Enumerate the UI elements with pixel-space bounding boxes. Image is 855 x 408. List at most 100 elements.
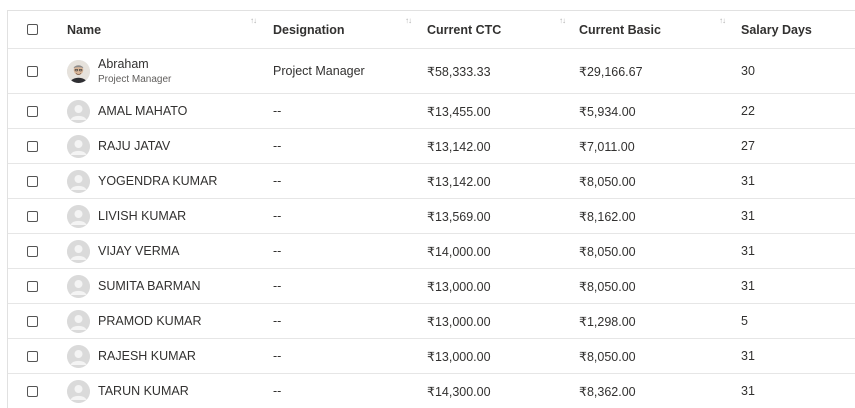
current-ctc-cell: ₹13,142.00 <box>427 139 491 154</box>
table-row[interactable]: SUMITA BARMAN -- ₹13,000.00 ₹8,050.00 31 <box>8 269 855 304</box>
table-row[interactable]: PRAMOD KUMAR -- ₹13,000.00 ₹1,298.00 5 <box>8 304 855 339</box>
employee-name[interactable]: LIVISH KUMAR <box>98 209 187 223</box>
designation-cell: -- <box>273 104 282 118</box>
row-checkbox[interactable] <box>26 385 38 397</box>
row-checkbox[interactable] <box>26 140 38 152</box>
table-row[interactable]: RAJU JATAV -- ₹13,142.00 ₹7,011.00 27 <box>8 129 855 164</box>
current-ctc-cell: ₹13,000.00 <box>427 349 491 364</box>
designation-cell: -- <box>273 139 282 153</box>
employee-name-cell[interactable]: TARUN KUMAR <box>67 374 267 408</box>
employee-name-cell[interactable]: SUMITA BARMAN <box>67 269 267 303</box>
column-header-ctc[interactable]: Current CTC ↑↓ <box>427 11 567 48</box>
column-header-ctc-label: Current CTC <box>427 22 502 37</box>
current-basic-cell: ₹7,011.00 <box>579 139 635 154</box>
employee-name-cell[interactable]: RAJESH KUMAR <box>67 339 267 373</box>
salary-days-cell: 31 <box>741 384 755 398</box>
sort-arrows-icon[interactable]: ↑↓ <box>405 16 412 25</box>
salary-days-cell: 31 <box>741 349 755 363</box>
avatar <box>67 344 90 368</box>
employee-name-cell[interactable]: YOGENDRA KUMAR <box>67 164 267 198</box>
table-header-row: Name ↑↓ Designation ↑↓ Current CTC ↑↓ Cu… <box>8 11 855 49</box>
row-checkbox[interactable] <box>26 350 38 362</box>
row-checkbox[interactable] <box>26 105 38 117</box>
employee-name[interactable]: SUMITA BARMAN <box>98 279 201 293</box>
avatar <box>67 309 90 333</box>
user-placeholder-icon <box>67 99 90 123</box>
user-placeholder-icon <box>67 169 90 193</box>
employee-name-cell[interactable]: LIVISH KUMAR <box>67 199 267 233</box>
row-select-cell <box>8 269 56 303</box>
employee-name[interactable]: PRAMOD KUMAR <box>98 314 202 328</box>
employee-name-cell[interactable]: PRAMOD KUMAR <box>67 304 267 338</box>
employee-name-cell[interactable]: Abraham Project Manager <box>67 49 267 93</box>
employee-name-cell[interactable]: VIJAY VERMA <box>67 234 267 268</box>
employee-name[interactable]: Abraham <box>98 57 149 71</box>
designation-cell: -- <box>273 209 282 223</box>
current-basic-cell: ₹8,050.00 <box>579 244 636 259</box>
table-row[interactable]: Abraham Project Manager Project Manager … <box>8 49 855 94</box>
current-basic-cell: ₹5,934.00 <box>579 104 636 119</box>
avatar <box>67 169 90 193</box>
employee-name-cell[interactable]: RAJU JATAV <box>67 129 267 163</box>
employee-name-cell[interactable]: AMAL MAHATO <box>67 94 267 128</box>
row-checkbox[interactable] <box>26 210 38 222</box>
user-placeholder-icon <box>67 344 90 368</box>
current-basic-cell: ₹8,050.00 <box>579 349 636 364</box>
row-select-cell <box>8 49 56 93</box>
employee-name[interactable]: TARUN KUMAR <box>98 384 189 398</box>
column-header-name-label: Name <box>67 22 102 37</box>
sort-arrows-icon[interactable]: ↑↓ <box>719 16 726 25</box>
avatar <box>67 239 90 263</box>
row-checkbox[interactable] <box>26 280 38 292</box>
row-select-cell <box>8 199 56 233</box>
current-basic-cell: ₹29,166.67 <box>579 64 643 79</box>
user-placeholder-icon <box>67 134 90 158</box>
name-stack: Abraham Project Manager <box>98 57 171 85</box>
column-header-name[interactable]: Name ↑↓ <box>67 11 267 48</box>
current-ctc-cell: ₹14,000.00 <box>427 244 491 259</box>
name-stack: RAJESH KUMAR <box>98 349 196 363</box>
salary-days-cell: 31 <box>741 279 755 293</box>
row-select-cell <box>8 164 56 198</box>
current-ctc-cell: ₹13,569.00 <box>427 209 491 224</box>
designation-cell: -- <box>273 279 282 293</box>
employee-name[interactable]: RAJESH KUMAR <box>98 349 196 363</box>
current-ctc-cell: ₹13,455.00 <box>427 104 491 119</box>
row-select-cell <box>8 94 56 128</box>
row-select-cell <box>8 304 56 338</box>
employee-name[interactable]: AMAL MAHATO <box>98 104 188 118</box>
salary-days-cell: 31 <box>741 209 755 223</box>
row-checkbox[interactable] <box>26 245 38 257</box>
row-checkbox[interactable] <box>26 315 38 327</box>
name-stack: SUMITA BARMAN <box>98 279 201 293</box>
sort-arrows-icon[interactable]: ↑↓ <box>559 16 566 25</box>
table-row[interactable]: YOGENDRA KUMAR -- ₹13,142.00 ₹8,050.00 3… <box>8 164 855 199</box>
name-stack: VIJAY VERMA <box>98 244 180 258</box>
row-checkbox[interactable] <box>26 65 38 77</box>
table-row[interactable]: AMAL MAHATO -- ₹13,455.00 ₹5,934.00 22 <box>8 94 855 129</box>
row-checkbox[interactable] <box>26 175 38 187</box>
employee-name[interactable]: RAJU JATAV <box>98 139 171 153</box>
column-header-designation[interactable]: Designation ↑↓ <box>273 11 423 48</box>
sort-arrows-icon[interactable]: ↑↓ <box>250 16 257 25</box>
table-row[interactable]: TARUN KUMAR -- ₹14,300.00 ₹8,362.00 31 <box>8 374 855 408</box>
employee-name[interactable]: VIJAY VERMA <box>98 244 180 258</box>
current-ctc-cell: ₹13,142.00 <box>427 174 491 189</box>
name-stack: RAJU JATAV <box>98 139 170 153</box>
table-row[interactable]: LIVISH KUMAR -- ₹13,569.00 ₹8,162.00 31 <box>8 199 855 234</box>
column-header-days[interactable]: Salary Days <box>741 11 851 48</box>
salary-days-cell: 31 <box>741 244 755 258</box>
salary-days-cell: 22 <box>741 104 755 118</box>
salary-days-cell: 27 <box>741 139 755 153</box>
salary-days-cell: 31 <box>741 174 755 188</box>
employee-subtitle: Project Manager <box>98 74 172 85</box>
table-row[interactable]: RAJESH KUMAR -- ₹13,000.00 ₹8,050.00 31 <box>8 339 855 374</box>
avatar <box>67 274 90 298</box>
select-all-checkbox[interactable] <box>26 24 38 35</box>
current-basic-cell: ₹1,298.00 <box>579 314 636 329</box>
column-header-basic-label: Current Basic <box>579 22 661 37</box>
employee-name[interactable]: YOGENDRA KUMAR <box>98 174 218 188</box>
row-select-cell <box>8 234 56 268</box>
table-row[interactable]: VIJAY VERMA -- ₹14,000.00 ₹8,050.00 31 <box>8 234 855 269</box>
column-header-basic[interactable]: Current Basic ↑↓ <box>579 11 726 48</box>
